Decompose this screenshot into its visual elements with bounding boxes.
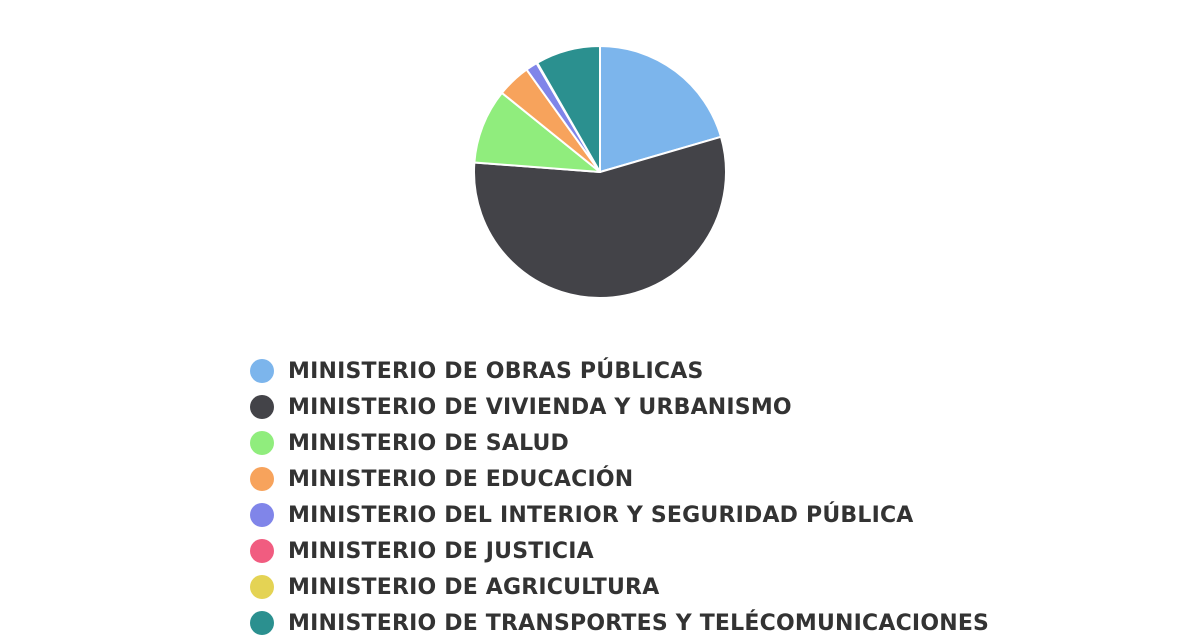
legend-label-transportes-telecomunicaciones: MINISTERIO DE TRANSPORTES Y TELÉCOMUNICA… xyxy=(288,610,990,636)
legend-item-vivienda-urbanismo[interactable]: MINISTERIO DE VIVIENDA Y URBANISMO xyxy=(250,389,989,425)
legend-item-justicia[interactable]: MINISTERIO DE JUSTICIA xyxy=(250,533,989,569)
pie-slice-7[interactable] xyxy=(536,45,601,173)
legend-item-interior-seguridad[interactable]: MINISTERIO DEL INTERIOR Y SEGURIDAD PÚBL… xyxy=(250,497,989,533)
legend-swatch-educacion xyxy=(250,467,274,491)
legend-swatch-justicia xyxy=(250,539,274,563)
pie-slices xyxy=(473,45,727,299)
legend-label-obras-publicas: MINISTERIO DE OBRAS PÚBLICAS xyxy=(288,358,704,384)
legend-item-educacion[interactable]: MINISTERIO DE EDUCACIÓN xyxy=(250,461,989,497)
legend-label-salud: MINISTERIO DE SALUD xyxy=(288,430,570,456)
legend-item-agricultura[interactable]: MINISTERIO DE AGRICULTURA xyxy=(250,569,989,605)
pie-slice-0[interactable] xyxy=(599,45,722,173)
legend-swatch-agricultura xyxy=(250,575,274,599)
legend-swatch-interior-seguridad xyxy=(250,503,274,527)
legend-item-transportes-telecomunicaciones[interactable]: MINISTERIO DE TRANSPORTES Y TELÉCOMUNICA… xyxy=(250,605,989,641)
legend-swatch-salud xyxy=(250,431,274,455)
legend-swatch-obras-publicas xyxy=(250,359,274,383)
legend-item-salud[interactable]: MINISTERIO DE SALUD xyxy=(250,425,989,461)
pie-slice-2[interactable] xyxy=(473,91,601,173)
pie-slice-1[interactable] xyxy=(473,135,727,299)
legend-label-educacion: MINISTERIO DE EDUCACIÓN xyxy=(288,466,634,492)
legend-swatch-transportes-telecomunicaciones xyxy=(250,611,274,635)
legend-swatch-vivienda-urbanismo xyxy=(250,395,274,419)
legend-label-interior-seguridad: MINISTERIO DEL INTERIOR Y SEGURIDAD PÚBL… xyxy=(288,502,914,528)
pie-chart-svg xyxy=(473,45,727,299)
chart-legend: MINISTERIO DE OBRAS PÚBLICAS MINISTERIO … xyxy=(250,353,989,641)
legend-label-justicia: MINISTERIO DE JUSTICIA xyxy=(288,538,594,564)
legend-label-agricultura: MINISTERIO DE AGRICULTURA xyxy=(288,574,660,600)
legend-item-obras-publicas[interactable]: MINISTERIO DE OBRAS PÚBLICAS xyxy=(250,353,989,389)
legend-label-vivienda-urbanismo: MINISTERIO DE VIVIENDA Y URBANISMO xyxy=(288,394,792,420)
